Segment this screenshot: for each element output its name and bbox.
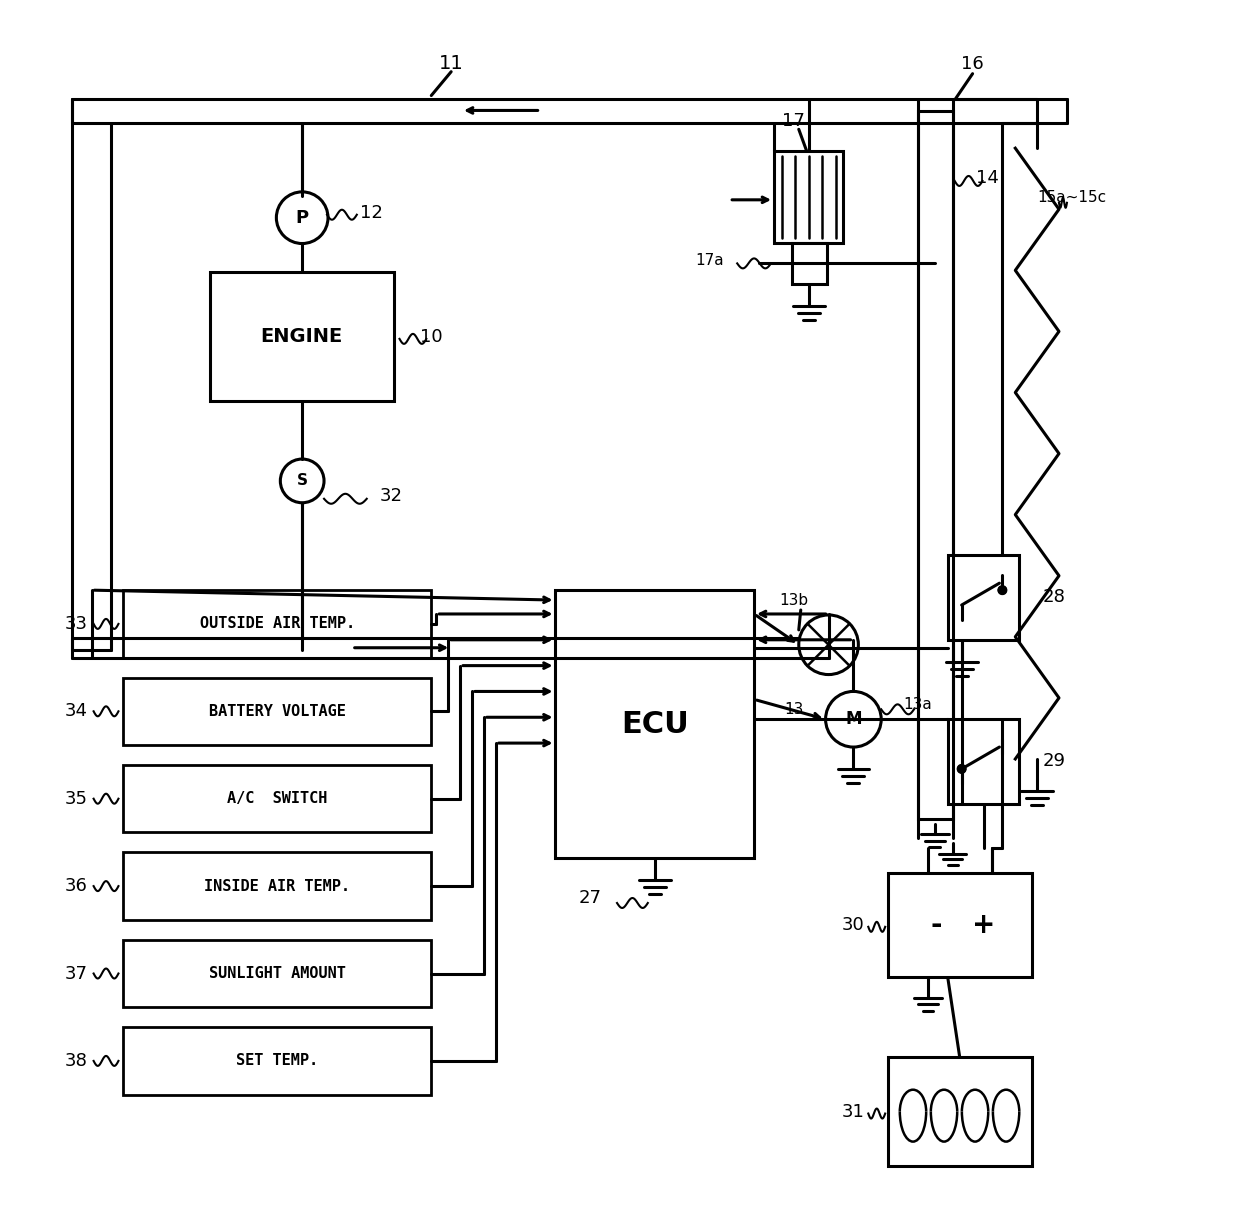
Bar [888, 1057, 1032, 1166]
Bar [947, 719, 1019, 803]
Text: 30: 30 [842, 916, 864, 934]
Text: 37: 37 [64, 965, 87, 983]
Text: A/C  SWITCH: A/C SWITCH [227, 791, 327, 806]
Circle shape [957, 764, 966, 773]
Text: 17: 17 [782, 112, 805, 131]
Text: M: M [846, 711, 862, 728]
Text: 13a: 13a [904, 697, 932, 712]
Text: +: + [972, 911, 996, 939]
Text: BATTERY VOLTAGE: BATTERY VOLTAGE [208, 703, 346, 719]
Text: 14: 14 [976, 168, 999, 187]
Circle shape [799, 615, 858, 674]
Bar [124, 1027, 432, 1095]
Text: 28: 28 [1043, 589, 1065, 606]
Text: 34: 34 [64, 702, 87, 720]
Text: 10: 10 [420, 328, 443, 346]
Text: 11: 11 [439, 54, 464, 73]
Text: ECU: ECU [621, 709, 688, 739]
Text: 12: 12 [361, 204, 383, 222]
Text: 33: 33 [64, 615, 87, 632]
Text: INSIDE AIR TEMP.: INSIDE AIR TEMP. [205, 879, 351, 894]
Text: 13: 13 [784, 702, 804, 717]
Circle shape [998, 586, 1007, 595]
Text: SUNLIGHT AMOUNT: SUNLIGHT AMOUNT [208, 966, 346, 980]
Text: ENGINE: ENGINE [260, 327, 342, 347]
Text: P: P [295, 209, 309, 227]
Text: SET TEMP.: SET TEMP. [237, 1054, 319, 1068]
Bar [947, 556, 1019, 640]
Circle shape [998, 586, 1007, 595]
Circle shape [826, 691, 882, 747]
Bar [918, 111, 952, 818]
Circle shape [957, 764, 966, 773]
Text: 36: 36 [64, 877, 87, 895]
Text: 17a: 17a [696, 253, 724, 267]
Text: 29: 29 [1043, 752, 1065, 770]
Text: 27: 27 [579, 889, 601, 907]
Bar [124, 852, 432, 919]
Text: 16: 16 [961, 55, 985, 73]
Bar [888, 873, 1032, 978]
Bar [792, 243, 827, 284]
Bar [556, 590, 754, 858]
Circle shape [277, 192, 329, 243]
Bar [774, 151, 843, 243]
Bar [124, 764, 432, 833]
Bar [210, 272, 393, 402]
Text: 13b: 13b [779, 592, 808, 608]
Text: 32: 32 [381, 487, 403, 504]
Text: S: S [296, 474, 308, 488]
Text: 38: 38 [64, 1053, 87, 1070]
Bar [124, 940, 432, 1007]
Text: 15a~15c: 15a~15c [1038, 190, 1106, 205]
Circle shape [280, 459, 324, 503]
Bar [124, 590, 432, 658]
Text: -: - [930, 911, 941, 939]
Text: 31: 31 [842, 1103, 864, 1121]
Text: 35: 35 [64, 790, 87, 808]
Text: OUTSIDE AIR TEMP.: OUTSIDE AIR TEMP. [200, 617, 355, 631]
Bar [124, 678, 432, 745]
